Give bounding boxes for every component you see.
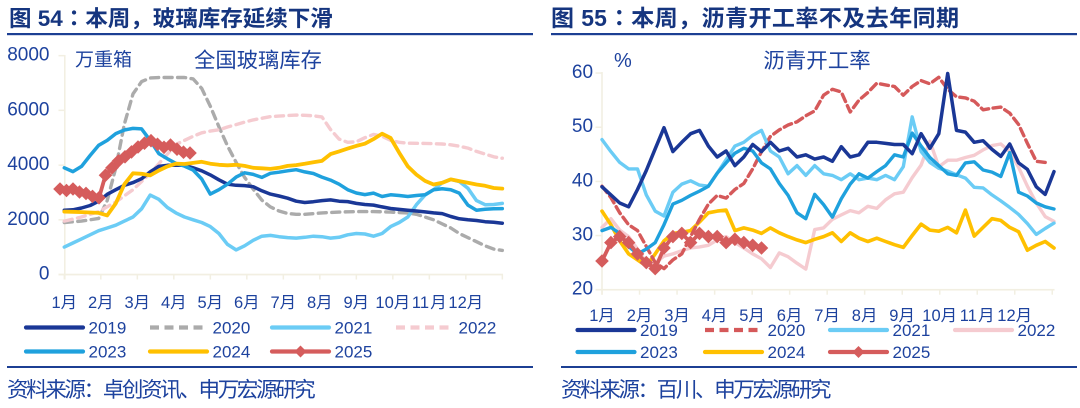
svg-text:4: 4 [702, 307, 711, 325]
svg-text:7: 7 [271, 294, 280, 312]
svg-text:2021: 2021 [335, 319, 373, 338]
svg-text:0: 0 [39, 264, 50, 285]
svg-text:50: 50 [572, 116, 593, 137]
svg-text:5: 5 [198, 294, 207, 312]
svg-text:%: % [614, 50, 632, 72]
svg-text:2020: 2020 [213, 319, 251, 338]
svg-text:2025: 2025 [893, 343, 931, 362]
svg-text:3: 3 [664, 307, 673, 325]
svg-text:12: 12 [997, 307, 1015, 325]
svg-text:6: 6 [777, 307, 786, 325]
svg-text:1: 1 [589, 307, 598, 325]
svg-text:8000: 8000 [7, 45, 49, 66]
svg-text:6000: 6000 [7, 99, 49, 120]
svg-text:8: 8 [852, 307, 861, 325]
svg-text:2022: 2022 [1018, 321, 1056, 340]
svg-text:1: 1 [52, 294, 61, 312]
svg-text:60: 60 [572, 62, 593, 83]
svg-text:2021: 2021 [893, 321, 931, 340]
svg-text:5: 5 [739, 307, 748, 325]
svg-text:55: 55 [581, 5, 607, 31]
svg-text:8: 8 [307, 294, 316, 312]
svg-text:2020: 2020 [768, 321, 806, 340]
svg-text:2023: 2023 [640, 343, 678, 362]
svg-text:54: 54 [38, 6, 64, 31]
svg-text:12: 12 [448, 294, 466, 312]
svg-text:2019: 2019 [89, 319, 127, 338]
svg-text:2: 2 [627, 307, 636, 325]
svg-text:20: 20 [572, 279, 593, 300]
svg-text:2000: 2000 [7, 209, 49, 230]
svg-text:4000: 4000 [7, 154, 49, 175]
svg-text:2019: 2019 [640, 321, 678, 340]
svg-text:6: 6 [234, 294, 243, 312]
svg-text:7: 7 [814, 307, 823, 325]
svg-text:2022: 2022 [459, 319, 497, 338]
svg-text:40: 40 [572, 170, 593, 191]
svg-text:4: 4 [161, 294, 170, 312]
svg-text:9: 9 [344, 294, 353, 312]
svg-text:3: 3 [125, 294, 134, 312]
svg-text:2024: 2024 [768, 343, 806, 362]
svg-text:11: 11 [412, 294, 429, 312]
svg-text:10: 10 [922, 307, 940, 325]
svg-text:2025: 2025 [335, 343, 373, 362]
svg-text:2023: 2023 [89, 343, 127, 362]
svg-text:10: 10 [375, 294, 393, 312]
svg-text:2024: 2024 [213, 343, 251, 362]
svg-text:30: 30 [572, 225, 593, 246]
svg-text:11: 11 [960, 307, 977, 325]
svg-text:2: 2 [88, 294, 97, 312]
svg-text:9: 9 [889, 307, 898, 325]
